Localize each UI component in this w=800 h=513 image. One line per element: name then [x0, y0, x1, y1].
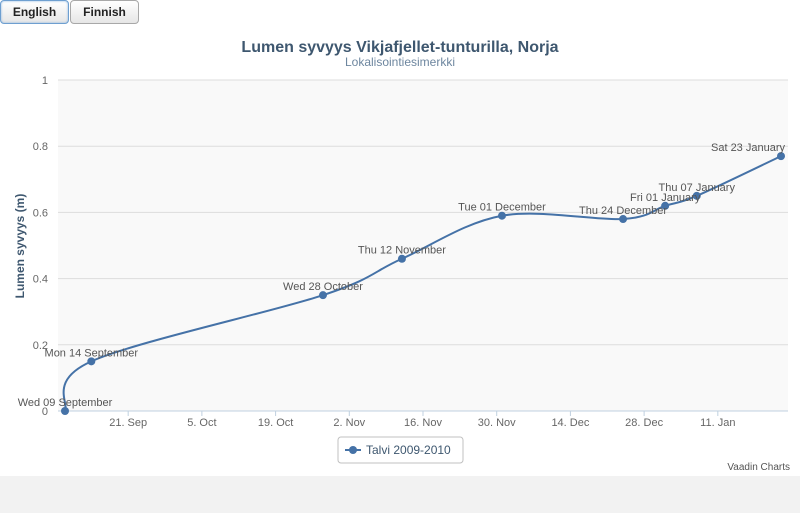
legend-marker-symbol [349, 446, 357, 454]
data-label: Tue 01 December [458, 202, 546, 214]
data-label: Thu 24 December [579, 205, 667, 217]
x-tick-label: 5. Oct [187, 417, 216, 429]
chart-panel: Lumen syvyys Vikjafjellet-tunturilla, No… [0, 26, 800, 476]
credits-link[interactable]: Vaadin Charts [727, 462, 790, 473]
x-axis-ticks: 21. Sep 5. Oct 19. Oct 2. Nov 16. Nov 30. Nov… [109, 411, 735, 429]
series-line [62, 155, 782, 412]
language-bar: English Finnish [0, 0, 800, 26]
y-tick-label: 0.4 [33, 274, 48, 286]
plot-background [58, 80, 788, 411]
x-tick-label: 21. Sep [109, 417, 147, 429]
data-label: Mon 14 September [45, 347, 139, 359]
data-label: Wed 28 October [283, 281, 363, 293]
data-label: Sat 23 January [711, 142, 785, 154]
x-tick-label: 28. Dec [625, 417, 663, 429]
chart-svg: Lumen syvyys Vikjafjellet-tunturilla, No… [13, 39, 790, 473]
gridlines [58, 79, 788, 346]
x-tick-label: 11. Jan [700, 417, 735, 429]
data-point[interactable] [318, 291, 327, 300]
y-tick-label: 0 [42, 406, 48, 418]
finnish-button[interactable]: Finnish [70, 0, 139, 24]
data-point[interactable] [87, 357, 96, 366]
y-tick-label: 0.2 [33, 340, 48, 352]
data-label: Wed 09 September [18, 397, 113, 409]
chart-subtitle: Lokalisointiesimerkki [345, 55, 455, 69]
series-layer [61, 152, 785, 415]
english-button[interactable]: English [0, 0, 69, 24]
data-point[interactable] [497, 211, 506, 220]
legend[interactable]: Talvi 2009-2010 [337, 436, 464, 464]
y-axis-title: Lumen syvyys (m) [13, 194, 27, 299]
data-point[interactable] [777, 152, 785, 161]
legend-box [337, 436, 464, 464]
x-tick-label: 16. Nov [404, 417, 442, 429]
x-tick-label: 19. Oct [258, 417, 293, 429]
x-tick-label: 30. Nov [478, 417, 516, 429]
y-axis-ticks: 0 0.2 0.4 0.6 0.8 1 [33, 75, 48, 418]
legend-item-label[interactable]: Talvi 2009-2010 [366, 443, 451, 457]
y-tick-label: 0.8 [33, 141, 48, 153]
data-point[interactable] [692, 191, 701, 200]
data-point[interactable] [619, 215, 628, 224]
data-point[interactable] [661, 201, 670, 210]
x-tick-label: 2. Nov [333, 417, 365, 429]
y-tick-label: 1 [42, 75, 48, 87]
data-point[interactable] [61, 407, 69, 415]
y-tick-label: 0.6 [33, 207, 48, 219]
data-label: Fri 01 January [630, 192, 701, 204]
chart-title: Lumen syvyys Vikjafjellet-tunturilla, No… [241, 39, 558, 56]
data-label: Thu 12 November [358, 245, 446, 257]
data-labels: Wed 09 September Mon 14 September Wed 28 O… [18, 142, 786, 409]
data-label: Thu 07 January [659, 182, 736, 194]
data-point[interactable] [397, 254, 406, 263]
x-tick-label: 14. Dec [551, 417, 589, 429]
